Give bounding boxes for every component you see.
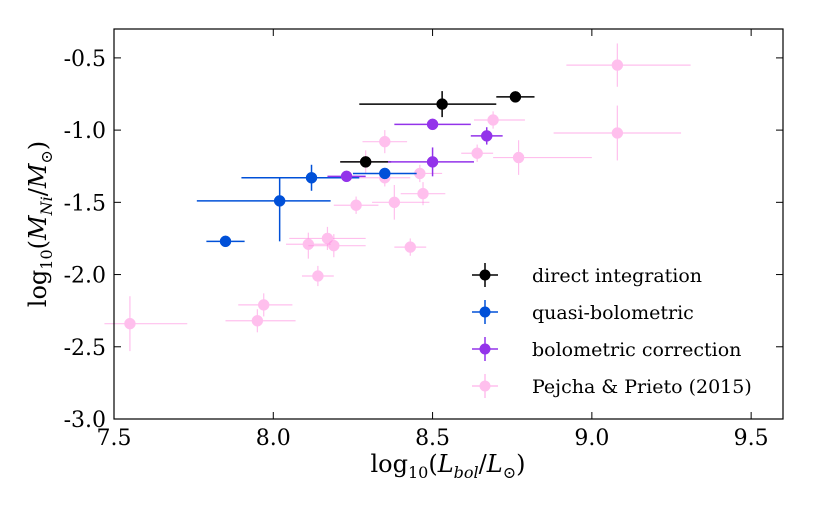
pejcha-data-point [461,144,494,162]
pejcha-data-point [301,265,334,287]
point-marker [480,130,493,142]
pejcha-data-point [394,238,427,256]
pejcha-data-point [362,130,408,154]
y-tick-label: -2.5 [64,336,106,361]
y-tick-label: -3.0 [64,408,106,433]
y-tick-label: -1.5 [64,191,106,216]
point-marker [257,299,270,311]
data-point [352,167,417,180]
pejcha-data-point [225,309,296,333]
x-axis-label: log10(Lbol/L⊙) [371,450,526,482]
data-point [340,156,392,168]
data-point [394,118,471,131]
point-marker [321,232,334,245]
pejcha-data-point [286,232,331,259]
point-marker [487,114,499,126]
point-marker [350,199,362,211]
data-point [206,235,245,248]
point-marker [302,238,315,250]
pejcha-data-point [372,185,430,220]
data-point [387,147,474,177]
data-point [196,177,331,242]
legend-label: quasi-bolometric [532,302,694,324]
point-marker [417,187,429,200]
point-marker [426,156,439,168]
legend-label: bolometric correction [532,339,741,361]
legend: direct integration quasi-bolometric bolome… [472,263,752,398]
pejcha-data-point [104,296,188,352]
pejcha-data-point [473,111,525,129]
x-tick-label: 9.5 [734,426,769,451]
point-marker [219,235,232,248]
x-tick-label: 8.5 [415,426,450,451]
point-marker [379,135,391,148]
pejcha-data-point [400,182,446,206]
legend-dot [479,380,491,392]
legend-dot [479,306,491,318]
legend-label: Pejcha & Prieto (2015) [532,376,752,398]
x-tick-label: 8.0 [256,426,291,451]
x-tick-label: 9.0 [574,426,609,451]
plot-frame [113,28,784,420]
point-marker [273,195,286,207]
point-marker [328,239,340,252]
legend-marker [472,337,498,361]
data-point [327,170,366,183]
point-marker [312,270,324,282]
legend-dot [479,343,491,355]
legend-marker [472,374,498,398]
point-marker [388,196,401,209]
point-marker [404,241,417,253]
legend-dot [479,269,491,281]
data-point [496,91,535,103]
point-marker [124,317,136,330]
point-marker [611,59,624,71]
point-marker [305,172,318,184]
pejcha-data-point [238,293,293,317]
point-marker [426,118,439,131]
y-tick-label: -2.0 [64,264,106,289]
pejcha-data-point [566,43,691,87]
point-marker [509,91,522,103]
data-point [241,164,360,191]
pejcha-data-point [493,140,592,175]
point-marker [340,170,353,183]
data-point [470,127,503,145]
point-marker [436,98,448,110]
pejcha-data-point [553,105,682,161]
point-marker [379,167,391,180]
pejcha-data-point [308,234,366,258]
point-marker [251,315,264,327]
y-tick-label: -0.5 [64,47,106,72]
y-axis-label: log10(MNi/M⊙) [24,141,56,307]
legend-marker [472,263,498,287]
point-marker [359,156,372,168]
data-point [359,91,497,118]
y-tick-label: -1.0 [64,119,106,144]
legend-marker [472,300,498,324]
point-marker [471,147,483,159]
point-marker [611,127,624,139]
legend-label: direct integration [532,265,702,287]
point-marker [512,151,525,164]
pejcha-data-point [289,226,366,250]
pejcha-data-point [333,196,379,214]
x-tick-label: 7.5 [97,426,132,451]
